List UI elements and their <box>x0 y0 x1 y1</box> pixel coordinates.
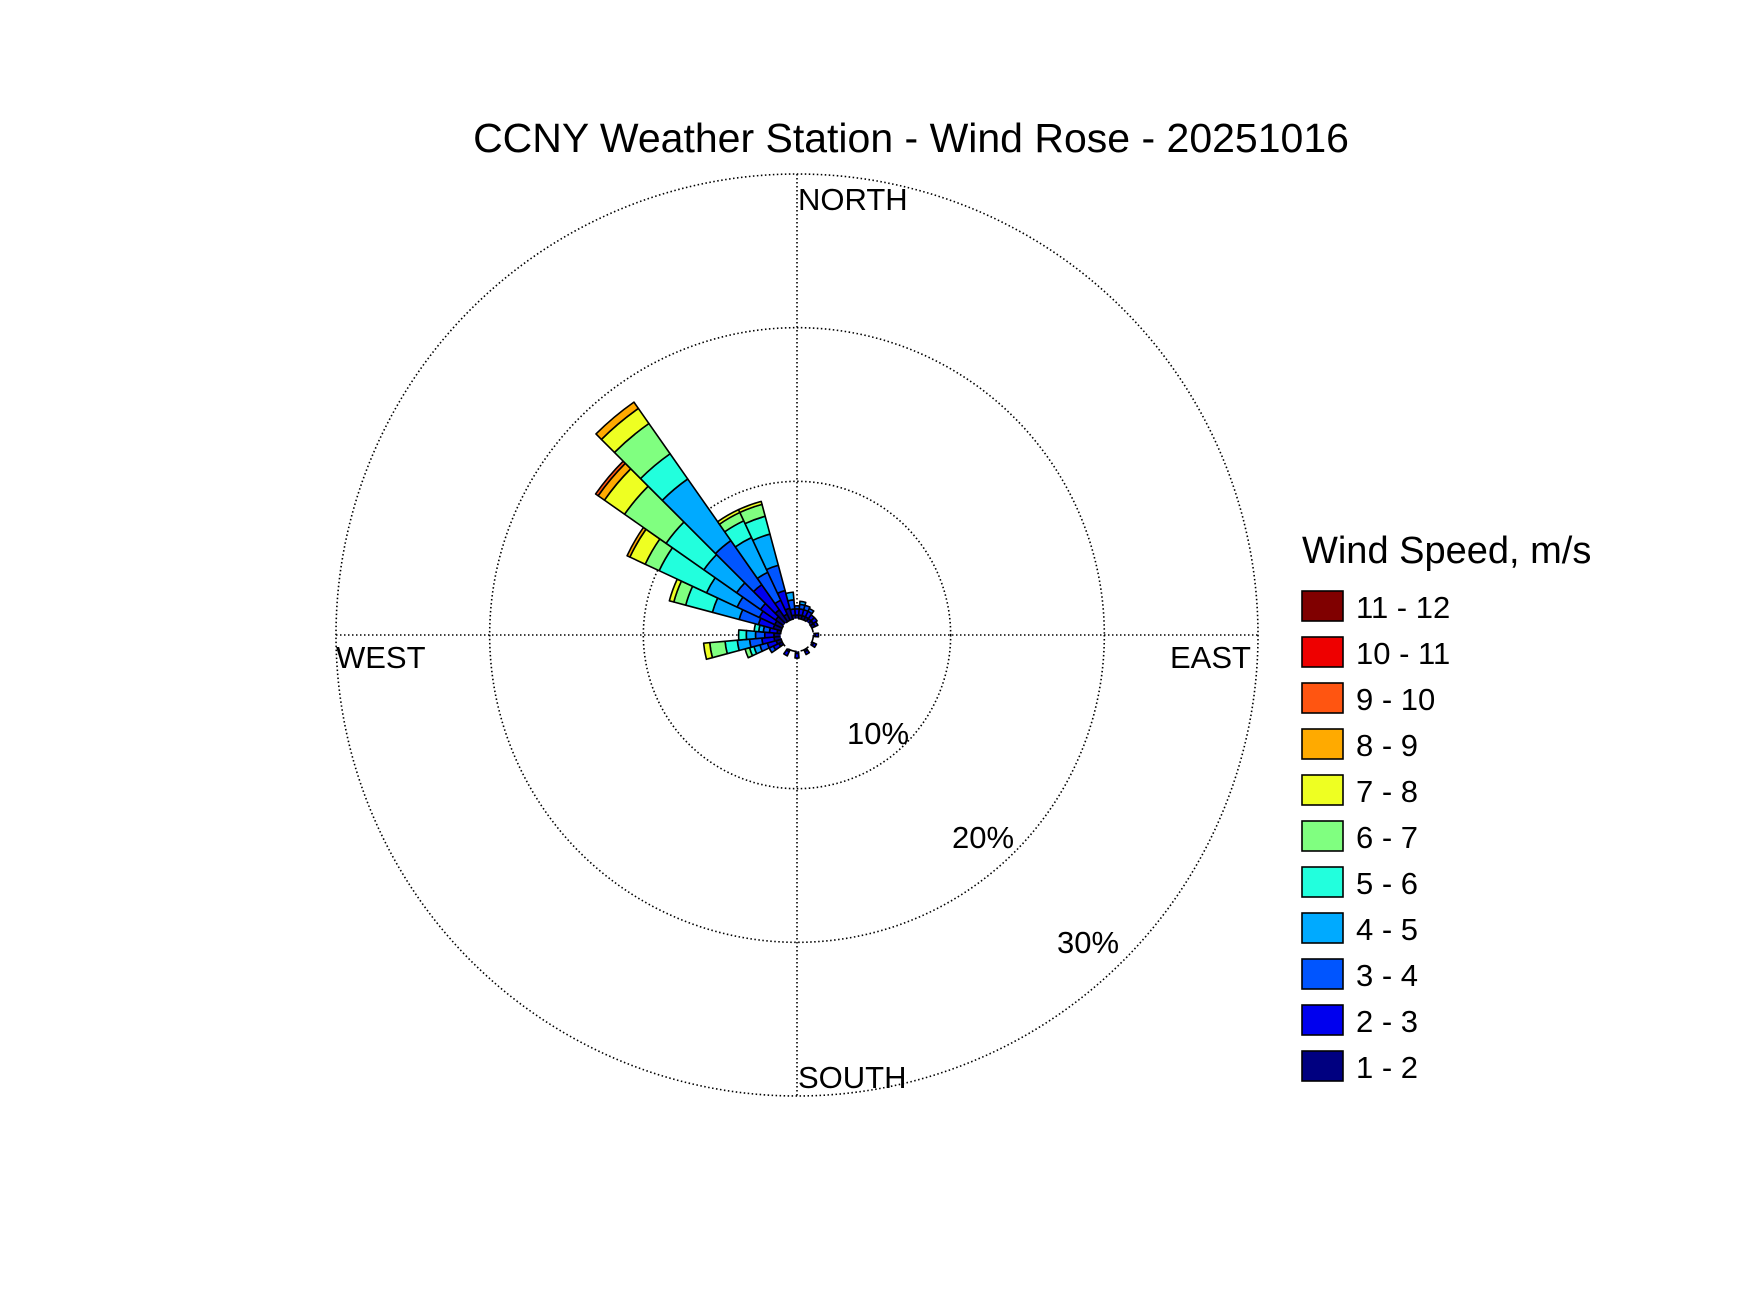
wedge-180-bin-1 <box>794 652 800 659</box>
legend-swatch <box>1301 1004 1344 1036</box>
legend-label: 11 - 12 <box>1356 590 1450 625</box>
wedge-320-bin-7 <box>595 401 640 441</box>
wedge-90-bin-1 <box>814 632 820 638</box>
legend-label: 1 - 2 <box>1356 1050 1418 1085</box>
legend-label: 3 - 4 <box>1356 958 1418 993</box>
legend-swatch <box>1301 682 1344 714</box>
wedge-210-bin-1 <box>782 649 791 657</box>
legend-swatch <box>1301 912 1344 944</box>
legend-swatch <box>1301 774 1344 806</box>
legend-label: 6 - 7 <box>1356 820 1418 855</box>
direction-label-south: SOUTH <box>798 1060 907 1095</box>
legend-swatch <box>1301 590 1344 622</box>
direction-label-west: WEST <box>336 640 426 675</box>
chart-title: CCNY Weather Station - Wind Rose - 20251… <box>473 115 1349 161</box>
wedge-340-bin-6 <box>737 500 763 514</box>
wedge-150-bin-1 <box>803 649 811 656</box>
legend-label: 10 - 11 <box>1356 636 1450 671</box>
legend-label: 8 - 9 <box>1356 728 1418 763</box>
legend: Wind Speed, m/s 11 - 12 10 - 11 9 - 10 8 - … <box>1301 530 1591 1085</box>
legend-swatch <box>1301 958 1344 990</box>
grid-circle-10 <box>642 480 952 790</box>
legend-label: 4 - 5 <box>1356 912 1418 947</box>
direction-label-north: NORTH <box>798 182 908 217</box>
calm-circle <box>779 617 815 653</box>
radial-tick-label: 20% <box>952 820 1014 855</box>
wedge-30-bin-2 <box>807 607 815 615</box>
legend-label: 9 - 10 <box>1356 682 1435 717</box>
wedge-10-bin-3 <box>798 600 807 607</box>
legend-label: 5 - 6 <box>1356 866 1418 901</box>
wedge-50-bin-1 <box>810 616 818 625</box>
calm-center <box>779 617 815 653</box>
radial-tick-label: 10% <box>847 716 909 751</box>
legend-swatch <box>1301 728 1344 760</box>
legend-label: 2 - 3 <box>1356 1004 1418 1039</box>
direction-label-east: EAST <box>1170 640 1251 675</box>
wedge-350-bin-3 <box>785 591 795 602</box>
legend-swatch <box>1301 866 1344 898</box>
legend-swatch <box>1301 820 1344 852</box>
legend-label: 7 - 8 <box>1356 774 1418 809</box>
legend-title: Wind Speed, m/s <box>1302 530 1591 572</box>
radial-tick-label: 30% <box>1057 925 1119 960</box>
radial-tick-labels: 10% 20% 30% <box>847 716 1119 960</box>
wedge-120-bin-1 <box>811 641 818 649</box>
wedge-260-bin-6 <box>702 641 714 661</box>
legend-swatch <box>1301 1050 1344 1082</box>
wedge-60-bin-1 <box>812 620 819 628</box>
wedge-270-bin-4 <box>737 629 748 641</box>
legend-swatch <box>1301 636 1344 668</box>
wind-rose-bars <box>594 401 820 661</box>
legend-items: 11 - 12 10 - 11 9 - 10 8 - 9 7 - 8 6 - 7 5 - 6… <box>1301 590 1450 1085</box>
